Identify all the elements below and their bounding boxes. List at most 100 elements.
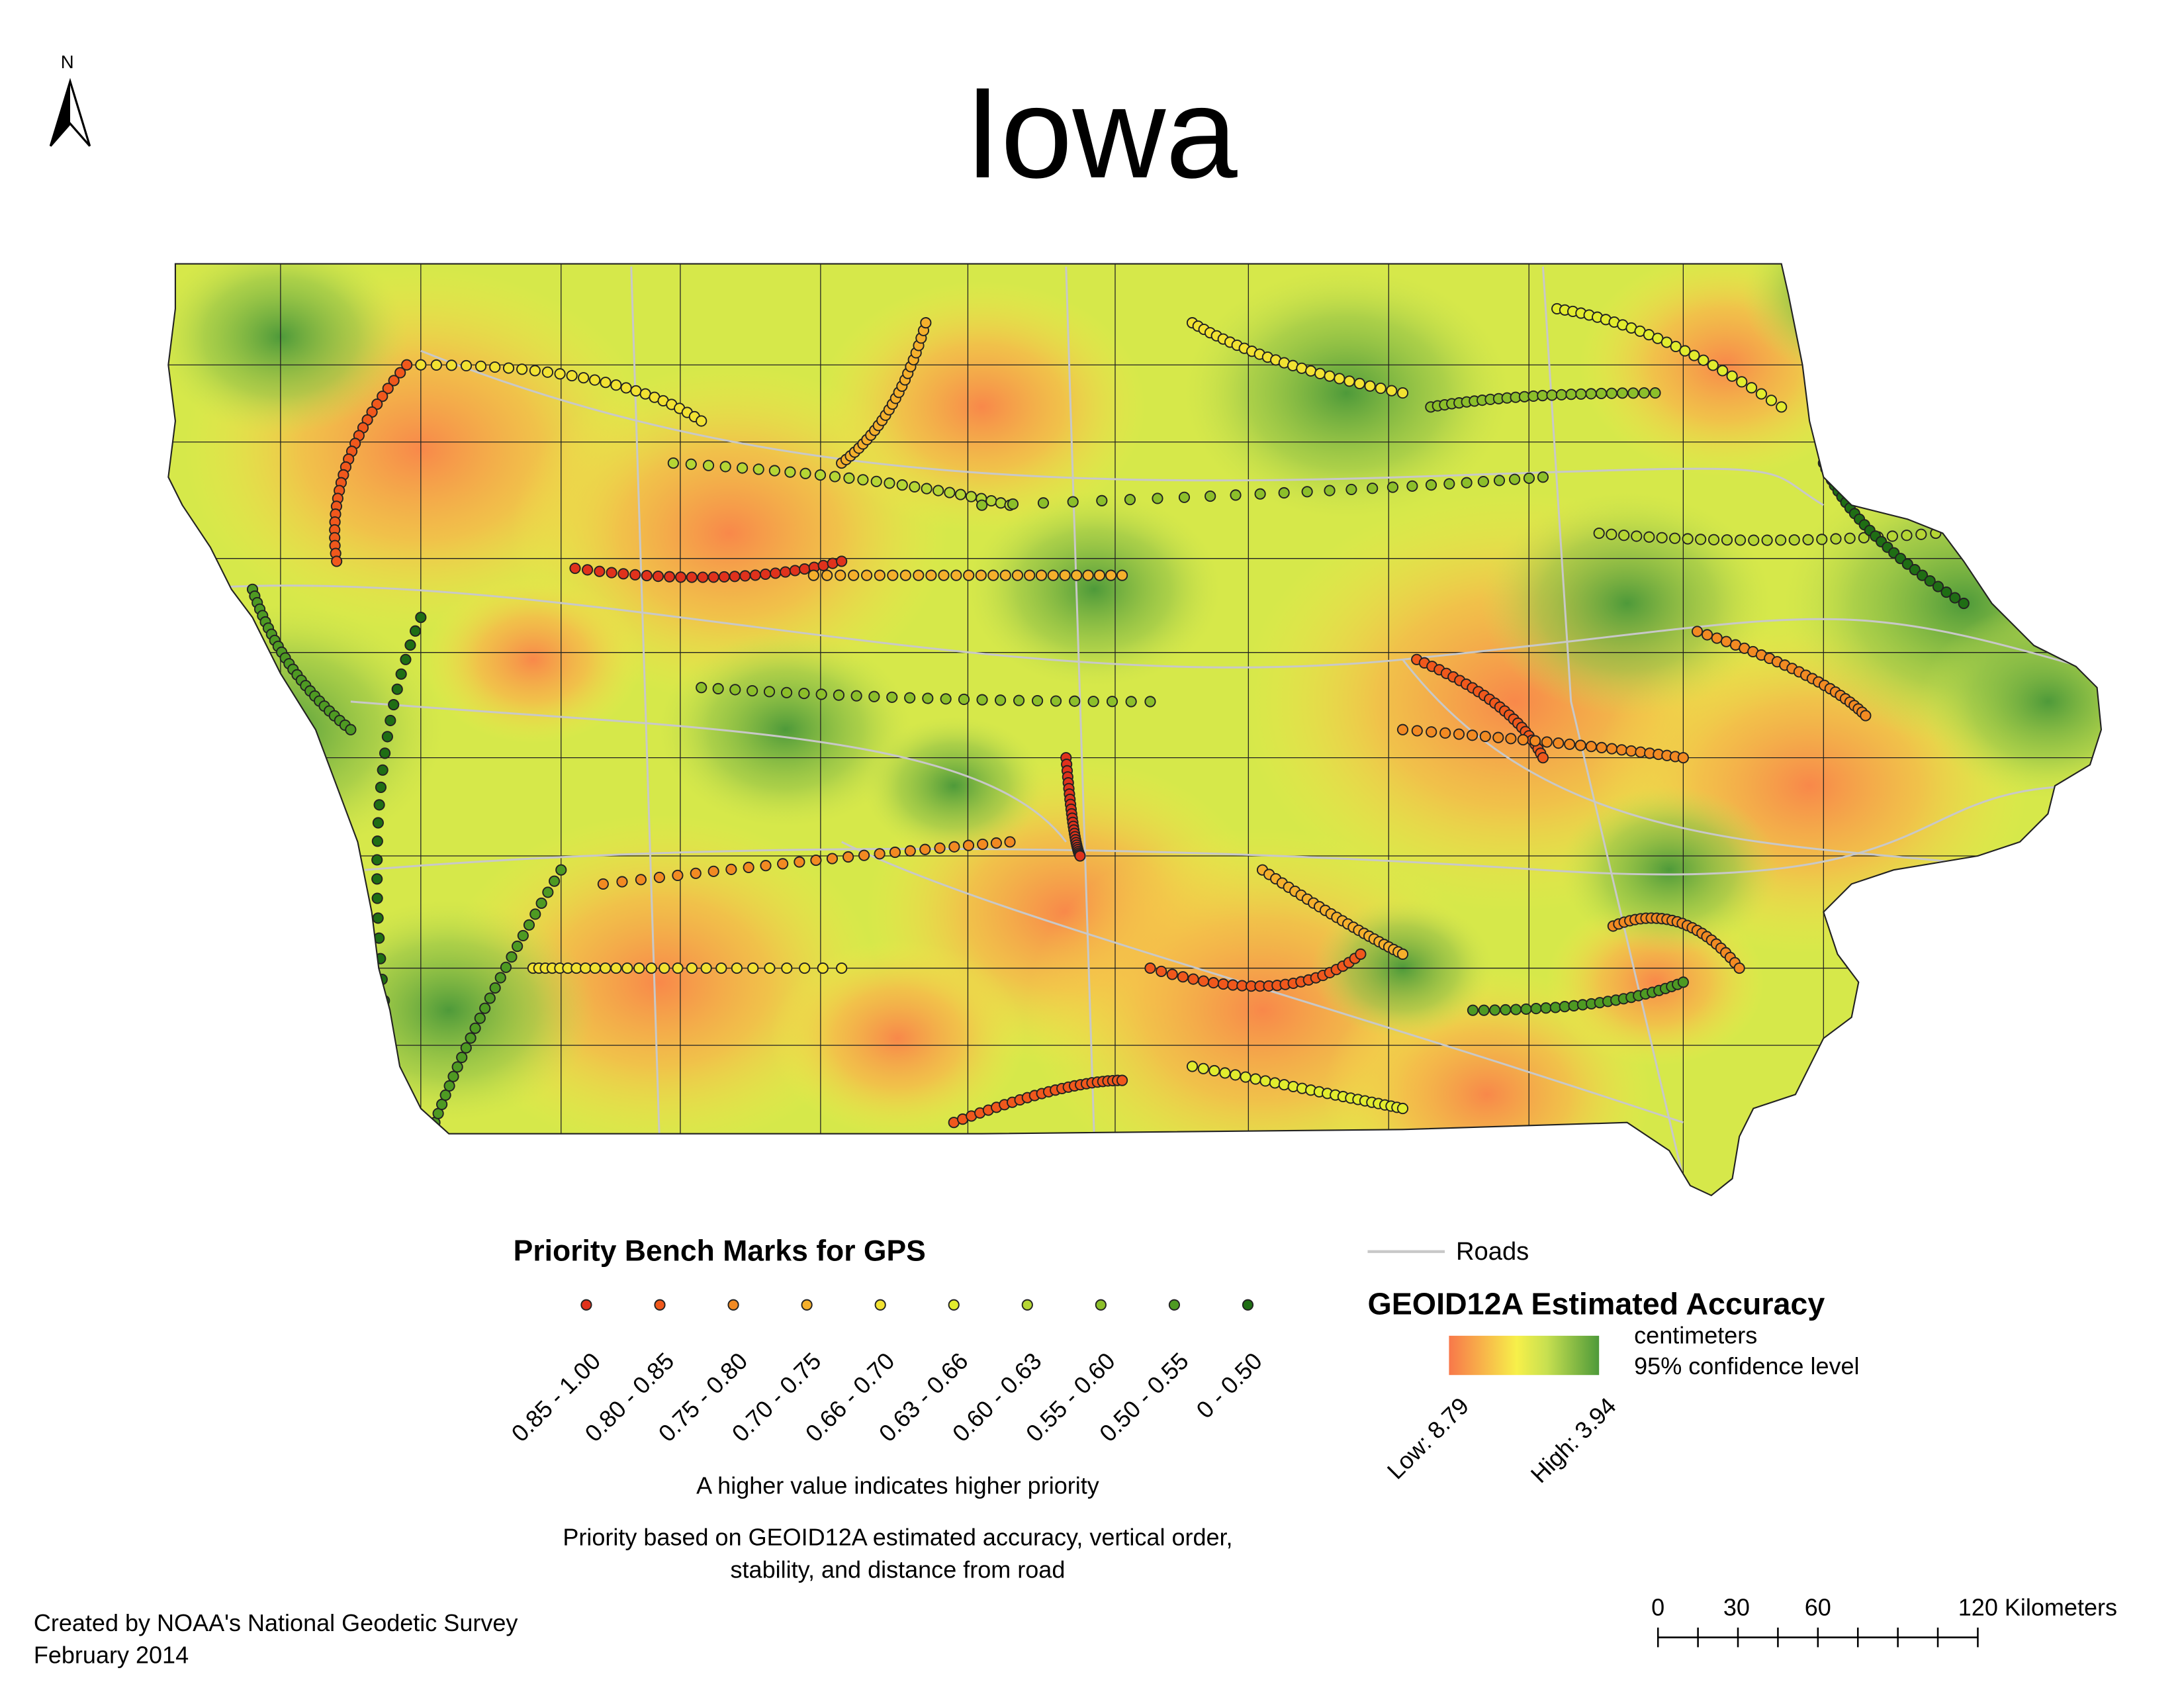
bench-mark: [1755, 388, 1767, 400]
bench-mark: [1144, 962, 1156, 974]
bench-mark: [331, 555, 343, 567]
bench-mark: [707, 865, 719, 877]
bench-mark: [794, 856, 805, 868]
legend-symbol: [1095, 1299, 1107, 1311]
bench-mark: [1541, 736, 1553, 748]
bench-mark: [1059, 569, 1071, 581]
bench-mark: [1555, 389, 1567, 400]
bench-mark: [938, 569, 950, 581]
bench-mark: [664, 571, 676, 583]
bench-mark: [729, 571, 741, 583]
bench-mark: [1207, 977, 1220, 989]
bench-mark: [653, 871, 665, 884]
bench-mark: [1669, 532, 1681, 544]
credit: February 2014: [34, 1642, 189, 1669]
scale-label: 60: [1805, 1594, 1831, 1621]
bench-mark: [1529, 735, 1541, 747]
road: [364, 784, 2090, 876]
road: [420, 350, 1825, 506]
bench-mark: [1830, 533, 1842, 545]
bench-mark: [1735, 534, 1747, 546]
roads-label: Roads: [1456, 1237, 1529, 1266]
bench-mark: [484, 992, 496, 1004]
bench-mark: [768, 465, 780, 477]
bench-mark: [456, 1051, 468, 1063]
bench-mark: [630, 385, 642, 397]
bench-mark: [542, 886, 554, 898]
bench-mark: [489, 361, 501, 373]
bench-mark: [1493, 475, 1506, 487]
bench-mark: [1711, 632, 1723, 644]
bench-mark: [1915, 528, 1927, 540]
bench-mark: [1575, 388, 1587, 400]
bench-mark: [1364, 380, 1376, 392]
bench-mark: [629, 569, 641, 581]
bench-mark: [1530, 1003, 1542, 1015]
bench-mark: [372, 817, 384, 829]
bench-mark: [1156, 965, 1167, 978]
bench-mark: [842, 851, 854, 863]
bench-mark: [764, 962, 776, 974]
bench-mark: [606, 567, 617, 579]
bench-mark: [1230, 489, 1242, 501]
bench-mark: [1958, 597, 1970, 610]
bench-mark: [985, 494, 997, 507]
bench-mark: [387, 1060, 399, 1072]
bench-marks: [246, 303, 1970, 1129]
bench-mark: [1254, 488, 1266, 500]
bench-mark: [731, 962, 743, 974]
legend-symbol: [1021, 1299, 1033, 1311]
bench-mark: [1125, 696, 1137, 708]
bench-mark: [395, 668, 407, 680]
bench-mark: [1492, 731, 1504, 743]
surface-blob: [1481, 491, 1773, 716]
bench-mark: [535, 897, 547, 910]
bench-mark: [1443, 478, 1455, 490]
bench-mark: [580, 962, 592, 974]
bench-mark: [1509, 473, 1521, 485]
bench-mark: [451, 1061, 463, 1073]
bench-mark: [1553, 737, 1565, 749]
bench-mark: [1396, 724, 1409, 735]
bench-mark: [770, 567, 782, 579]
accuracy-ramp: [1449, 1335, 1600, 1376]
bench-mark: [1050, 695, 1062, 707]
accuracy-unit: centimeters: [1634, 1322, 1757, 1349]
bench-mark: [1736, 376, 1748, 388]
bench-mark: [1593, 527, 1605, 539]
road: [182, 585, 2101, 675]
bench-mark: [835, 569, 846, 581]
bench-mark: [566, 369, 578, 382]
map-title: Iowa: [965, 61, 1238, 205]
bench-mark: [799, 962, 811, 974]
bench-mark: [506, 951, 518, 963]
bench-mark: [391, 683, 403, 695]
bench-mark: [1205, 491, 1216, 502]
bench-mark: [1748, 534, 1760, 546]
bench-mark: [833, 689, 845, 701]
legend-symbol: [727, 1299, 739, 1311]
bench-mark: [489, 982, 501, 994]
bench-mark: [1776, 401, 1788, 413]
bench-mark: [460, 1042, 472, 1054]
bench-mark: [995, 694, 1007, 706]
bench-mark: [1219, 1067, 1231, 1079]
bench-mark: [1745, 382, 1758, 394]
bench-mark: [371, 835, 383, 847]
bench-mark: [1816, 534, 1828, 545]
accuracy-low: Low: 8.79: [1382, 1392, 1474, 1484]
bench-mark: [781, 686, 793, 698]
bench-mark: [1177, 971, 1189, 983]
bench-mark: [685, 458, 697, 470]
bench-mark: [633, 962, 645, 974]
bench-mark: [1940, 586, 1952, 598]
bench-mark: [963, 569, 975, 581]
bench-mark: [381, 731, 393, 743]
bench-mark: [1074, 850, 1086, 862]
bench-mark: [702, 459, 715, 471]
bench-mark: [848, 569, 860, 581]
bench-mark: [780, 566, 792, 578]
bench-mark: [1186, 1060, 1199, 1072]
road: [350, 700, 1067, 843]
